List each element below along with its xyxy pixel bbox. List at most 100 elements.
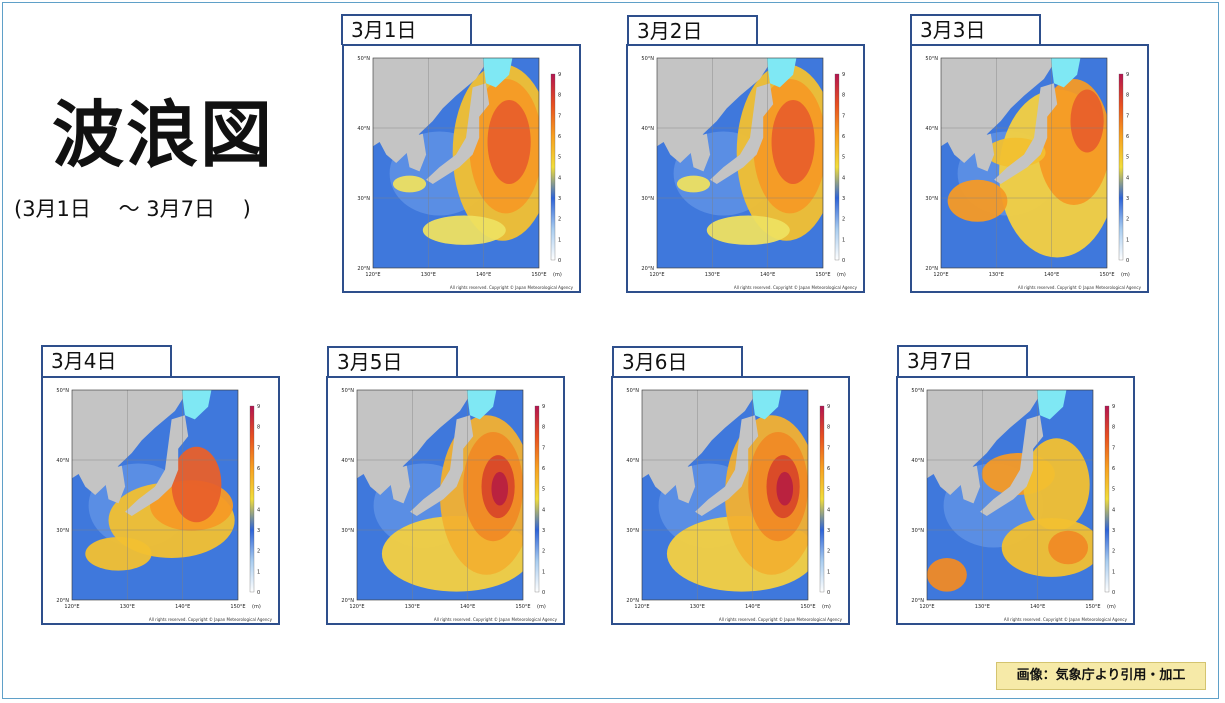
lon-label: 150°E: [1085, 604, 1100, 610]
land-mass: [994, 83, 1058, 184]
wave-height-area: [85, 537, 152, 571]
colorbar-tick: 9: [257, 404, 260, 410]
chart-date-tab: 3月7日: [897, 345, 1028, 376]
colorbar-tick: 2: [1126, 217, 1129, 223]
colorbar-tick: 2: [257, 549, 260, 555]
lon-label: 120°E: [649, 272, 664, 278]
colorbar-tick: 3: [257, 528, 260, 534]
colorbar-tick: 8: [558, 93, 561, 99]
sea-ice: [1050, 58, 1081, 88]
colorbar-tick: 9: [558, 72, 561, 78]
colorbar-tick: 0: [542, 590, 545, 596]
wave-map-panel: 50°N 40°N 30°N 20°N 120°E 130°E 140°E 150°E 9 8 7 6…: [896, 376, 1135, 625]
lat-label: 50°N: [341, 388, 354, 394]
lat-label: 40°N: [626, 458, 639, 464]
lat-label: 40°N: [56, 458, 69, 464]
land-mass: [642, 390, 759, 495]
lat-label: 50°N: [911, 388, 924, 394]
sea-ice: [181, 390, 212, 420]
colorbar-tick: 6: [827, 466, 830, 472]
colorbar-tick: 1: [558, 237, 561, 243]
lon-label: 150°E: [1099, 272, 1114, 278]
wave-height-area: [771, 100, 815, 184]
colorbar-tick: 4: [558, 175, 561, 181]
colorbar-tick: 3: [842, 196, 845, 202]
colorbar-tick: 3: [827, 528, 830, 534]
date-range: (3月1日 ～ 3月7日 ): [14, 197, 251, 221]
lat-label: 20°N: [357, 266, 370, 272]
colorbar-tick: 5: [1126, 155, 1129, 161]
colorbar-tick: 6: [257, 466, 260, 472]
lat-label: 40°N: [357, 126, 370, 132]
lat-label: 20°N: [911, 598, 924, 604]
lat-label: 30°N: [641, 196, 654, 202]
colorbar-tick: 1: [542, 569, 545, 575]
colorbar-tick: 9: [542, 404, 545, 410]
land-mass: [125, 415, 189, 516]
lon-label: 140°E: [175, 604, 190, 610]
lat-label: 30°N: [357, 196, 370, 202]
colorbar-tick: 1: [842, 237, 845, 243]
colorbar-tick: 2: [827, 549, 830, 555]
colorbar-tick: 3: [1126, 196, 1129, 202]
colorbar-tick: 0: [1126, 258, 1129, 264]
colorbar-tick: 8: [257, 425, 260, 431]
lat-label: 20°N: [626, 598, 639, 604]
lat-label: 40°N: [341, 458, 354, 464]
lon-label: 130°E: [421, 272, 436, 278]
colorbar-tick: 6: [1126, 134, 1129, 140]
lon-label: 150°E: [815, 272, 830, 278]
lat-label: 20°N: [925, 266, 938, 272]
colorbar: [550, 73, 556, 261]
land-mass: [690, 133, 711, 172]
lon-label: 150°E: [531, 272, 546, 278]
lat-label: 30°N: [925, 196, 938, 202]
lon-label: 140°E: [745, 604, 760, 610]
lon-label: 130°E: [120, 604, 135, 610]
land-mass: [410, 415, 474, 516]
lon-label: 130°E: [405, 604, 420, 610]
sea-ice: [466, 390, 497, 420]
colorbar-tick: 7: [542, 445, 545, 451]
colorbar-tick: 8: [827, 425, 830, 431]
land-mass: [657, 58, 774, 163]
unit-label: (m): [537, 604, 546, 610]
lat-label: 50°N: [357, 56, 370, 62]
colorbar-tick: 6: [1112, 466, 1115, 472]
sea-ice: [766, 58, 797, 88]
colorbar-tick: 9: [1112, 404, 1115, 410]
chart-date-tab: 3月6日: [612, 346, 743, 377]
land-mass: [675, 465, 696, 504]
sea-ice: [751, 390, 782, 420]
lat-label: 20°N: [56, 598, 69, 604]
lat-label: 40°N: [641, 126, 654, 132]
land-mass: [927, 390, 1044, 495]
copyright-text: All rights reserved. Copyright © Japan M…: [450, 285, 574, 290]
colorbar-tick: 8: [1112, 425, 1115, 431]
wave-height-area: [422, 215, 506, 245]
colorbar-tick: 7: [1126, 113, 1129, 119]
colorbar-tick: 8: [842, 93, 845, 99]
colorbar-tick: 3: [558, 196, 561, 202]
chart-date-tab: 3月5日: [327, 346, 458, 377]
land-mass: [980, 415, 1044, 516]
land-mass: [695, 415, 759, 516]
wave-height-area: [491, 471, 509, 506]
colorbar-tick: 8: [542, 425, 545, 431]
colorbar: [534, 405, 540, 593]
lon-label: 140°E: [1030, 604, 1045, 610]
colorbar-tick: 4: [257, 507, 260, 513]
lat-label: 50°N: [626, 388, 639, 394]
colorbar-tick: 7: [1112, 445, 1115, 451]
unit-label: (m): [1107, 604, 1116, 610]
wave-map-panel: 50°N 40°N 30°N 20°N 120°E 130°E 140°E 150°E 9 8 7 6…: [910, 44, 1149, 293]
land-mass: [710, 83, 774, 184]
copyright-text: All rights reserved. Copyright © Japan M…: [434, 617, 558, 622]
colorbar-tick: 2: [542, 549, 545, 555]
colorbar-tick: 4: [542, 507, 545, 513]
colorbar-tick: 8: [1126, 93, 1129, 99]
